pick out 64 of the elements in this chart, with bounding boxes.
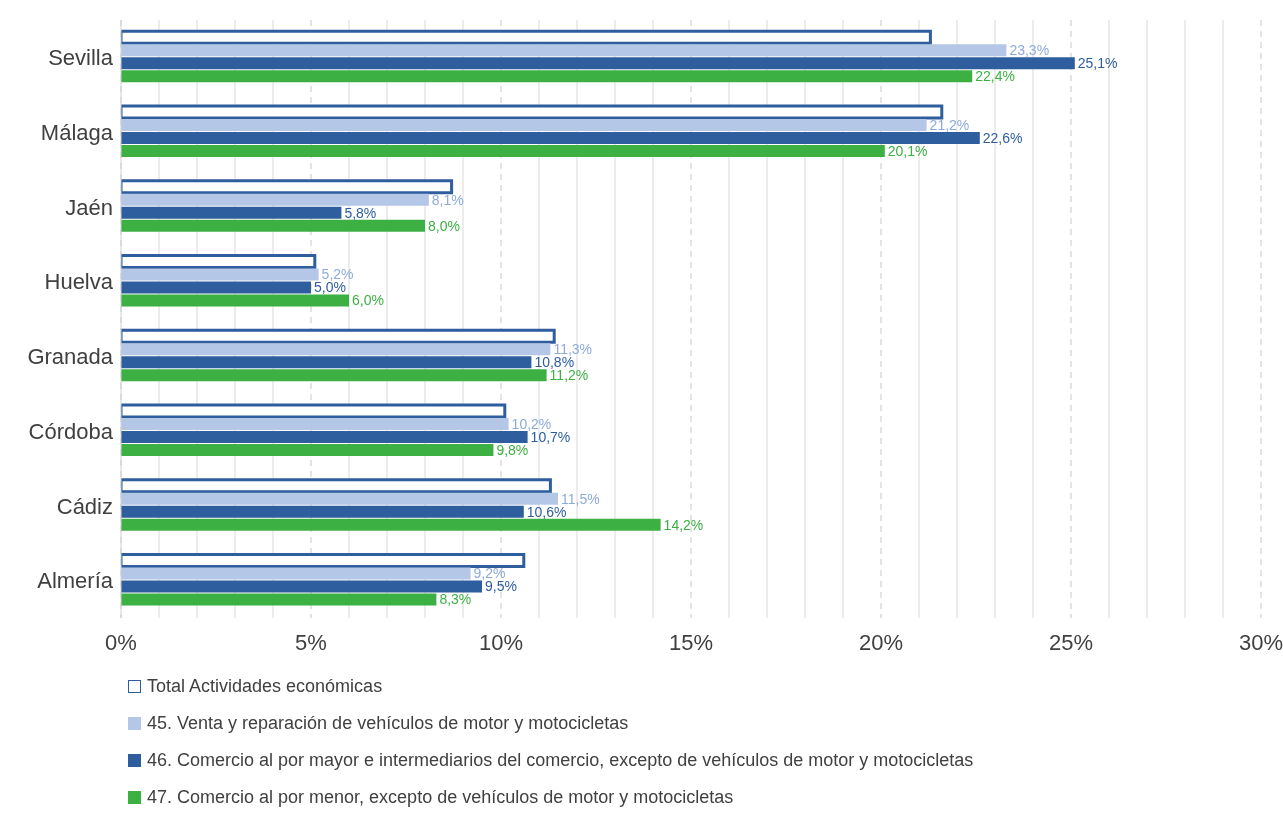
data-label: 8,1% (431, 191, 464, 208)
data-label: 8,3% (439, 591, 472, 608)
x-tick-label: 5% (295, 629, 327, 655)
bar (121, 144, 885, 157)
data-label: 5,8% (344, 204, 377, 221)
data-label: 20,1% (887, 142, 928, 159)
bar (121, 118, 927, 131)
bar (121, 253, 317, 269)
bar (121, 552, 526, 568)
bar (121, 131, 980, 144)
y-tick-label: Cádiz (56, 493, 113, 519)
data-label: 9,8% (496, 441, 529, 458)
x-tick-label: 0% (105, 629, 137, 655)
data-label: 6,0% (352, 292, 384, 309)
x-tick-label: 30% (1238, 629, 1283, 655)
y-tick-label: Almería (37, 568, 114, 594)
bar (121, 219, 425, 232)
bar (121, 57, 1075, 70)
y-tick-label: Córdoba (28, 418, 114, 444)
bar (121, 281, 311, 294)
data-label: 25,1% (1077, 55, 1118, 72)
legend-label: 46. Comercio al por mayor e intermediarios del comercio, excepto de vehículos de motor y motocicletas (147, 750, 974, 771)
y-tick-label: Sevilla (48, 45, 114, 71)
bar (121, 44, 1007, 57)
legend-label: 45. Venta y reparación de vehículos de motor y motocicletas (147, 713, 629, 734)
bar (121, 356, 532, 369)
bar (121, 430, 528, 443)
legend-label: 47. Comercio al por menor, excepto de vehículos de motor y motocicletas (147, 787, 734, 808)
bar (121, 104, 944, 120)
data-label: 22,6% (982, 129, 1023, 146)
bar (121, 417, 509, 430)
data-label: 23,3% (1009, 42, 1050, 59)
bar (121, 268, 319, 281)
bar (121, 179, 454, 195)
y-tick-label: Granada (27, 344, 114, 370)
bar (121, 369, 547, 382)
bar (121, 580, 482, 593)
data-label: 8,0% (428, 217, 460, 234)
data-label: 22,4% (975, 68, 1015, 85)
bar (121, 328, 556, 344)
bar (121, 193, 429, 206)
bar (121, 206, 342, 219)
legend-label: Total Actividades económicas (147, 676, 383, 697)
x-tick-label: 25% (1048, 629, 1094, 655)
bar (121, 478, 552, 494)
data-label: 21,2% (929, 116, 970, 133)
bar (121, 505, 524, 518)
bar (121, 294, 349, 307)
bar (121, 343, 551, 356)
x-tick-label: 20% (858, 629, 904, 655)
y-tick-label: Huelva (44, 269, 114, 295)
bar (121, 593, 437, 606)
bar (121, 492, 558, 505)
bar (121, 29, 932, 45)
bar (121, 70, 973, 83)
y-tick-label: Málaga (40, 119, 114, 145)
bar (121, 567, 471, 580)
data-label: 14,2% (663, 516, 704, 533)
bar (121, 403, 507, 419)
y-tick-label: Jaén (65, 194, 113, 220)
x-tick-label: 10% (478, 629, 524, 655)
x-tick-label: 15% (668, 629, 714, 655)
bar (121, 518, 661, 531)
bar (121, 443, 494, 456)
